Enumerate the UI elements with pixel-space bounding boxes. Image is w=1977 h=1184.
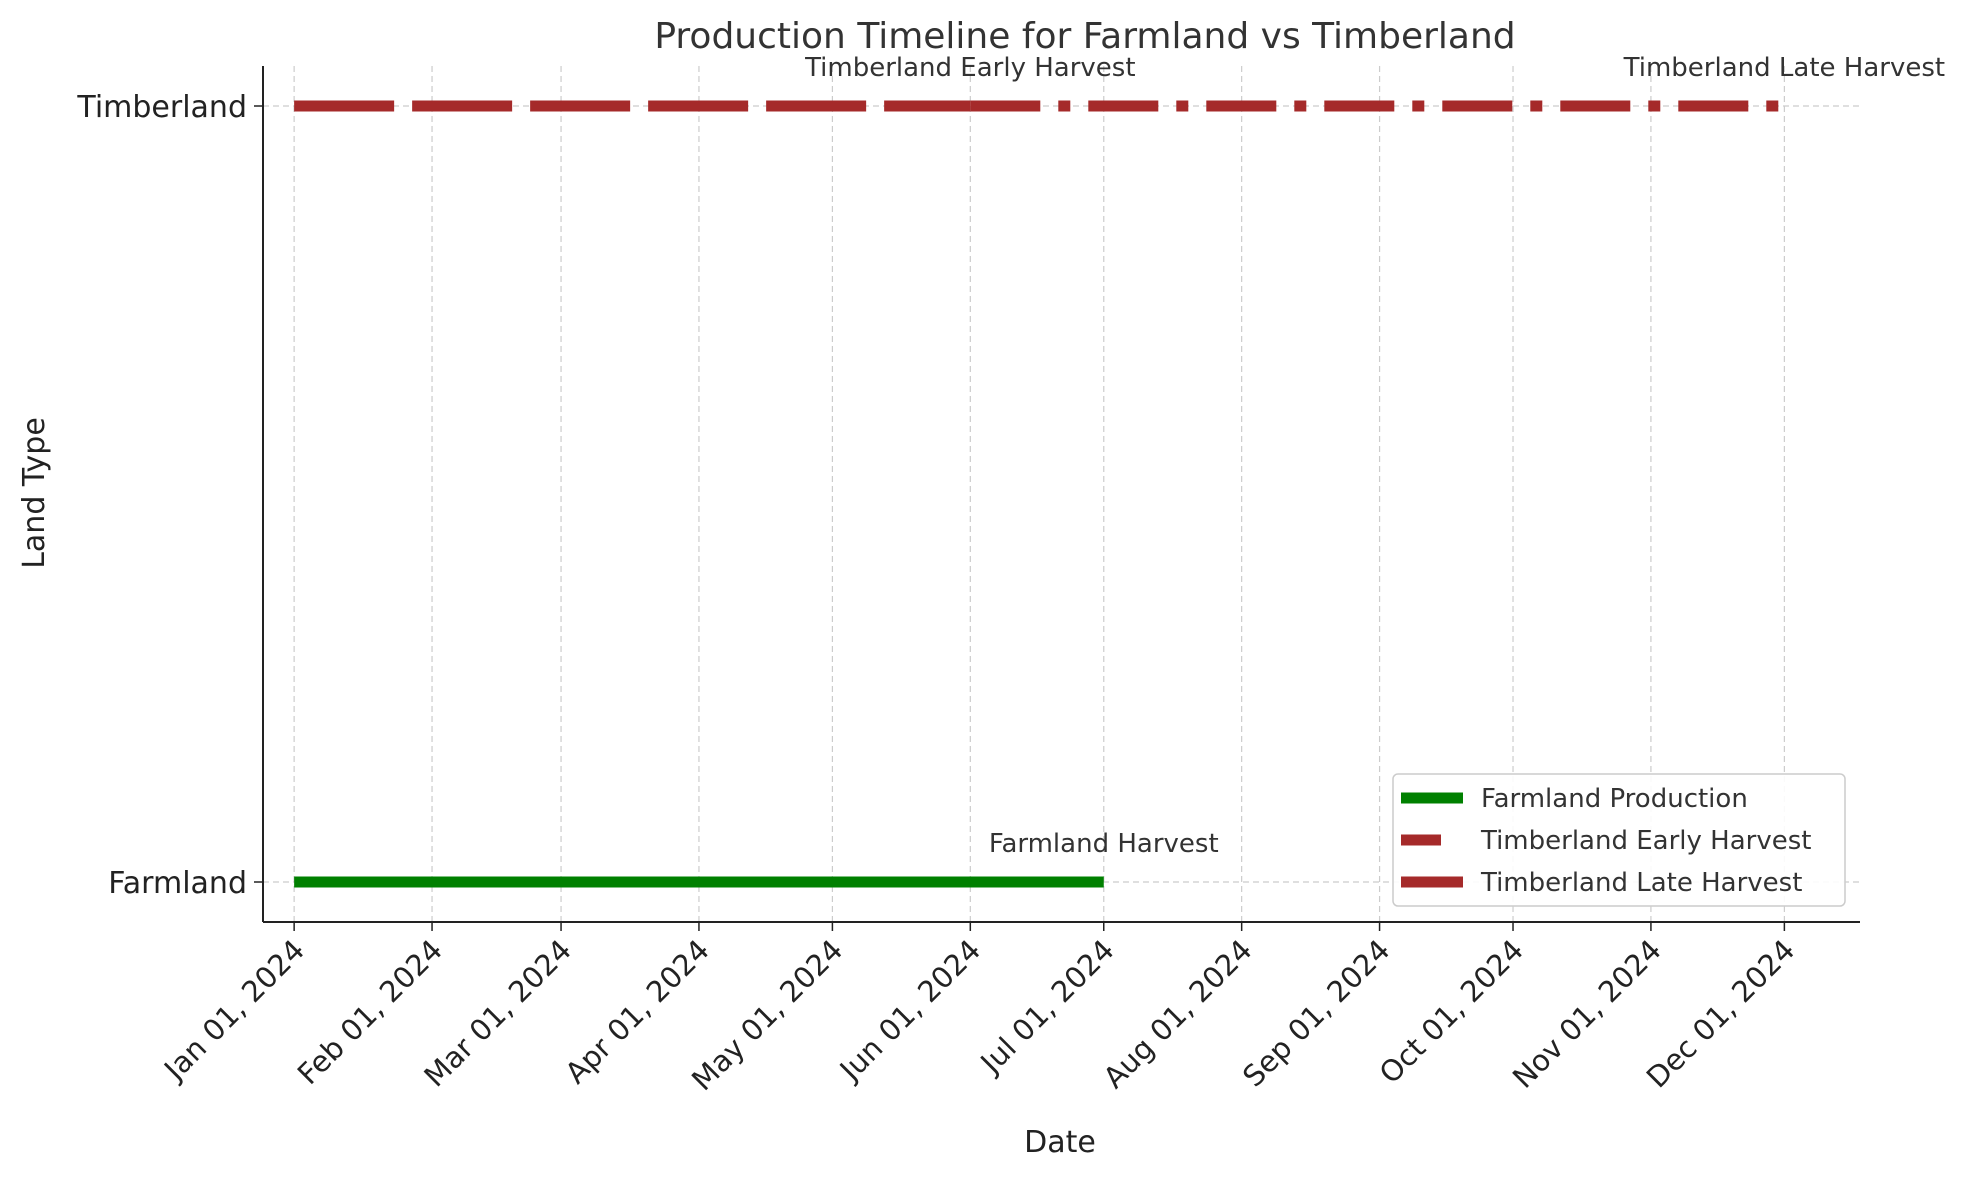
x-axis-label: Date [1024,1125,1096,1160]
legend: Farmland Production Timberland Early Harv… [1392,773,1846,907]
y-axis-label: Land Type [17,417,52,569]
x-tick-label: Jan 01, 2024 [156,933,311,1088]
annotation-label: Farmland Harvest [989,829,1219,859]
legend-label: Timberland Early Harvest [1480,826,1811,856]
legend-label: Farmland Production [1481,784,1748,814]
y-tick-label: Timberland [76,90,247,125]
x-tick-label: Sep 01, 2024 [1236,933,1397,1094]
legend-box [1392,773,1846,907]
x-tick-label: Aug 01, 2024 [1097,933,1259,1095]
annotation-layer: Farmland Harvest Timberland Early Harvest… [804,53,1945,859]
series-layer [294,100,1785,888]
chart-title: Production Timeline for Farmland vs Timb… [654,16,1515,57]
annotation-label: Timberland Late Harvest [1623,53,1945,83]
legend-label: Timberland Late Harvest [1480,868,1802,898]
x-tick-label: Oct 01, 2024 [1373,933,1530,1090]
x-tick-label: Jul 01, 2024 [973,933,1121,1081]
x-tick-label: Jun 01, 2024 [832,933,987,1088]
annotation-label: Timberland Early Harvest [804,53,1135,83]
y-tick-label: Farmland [108,866,247,901]
